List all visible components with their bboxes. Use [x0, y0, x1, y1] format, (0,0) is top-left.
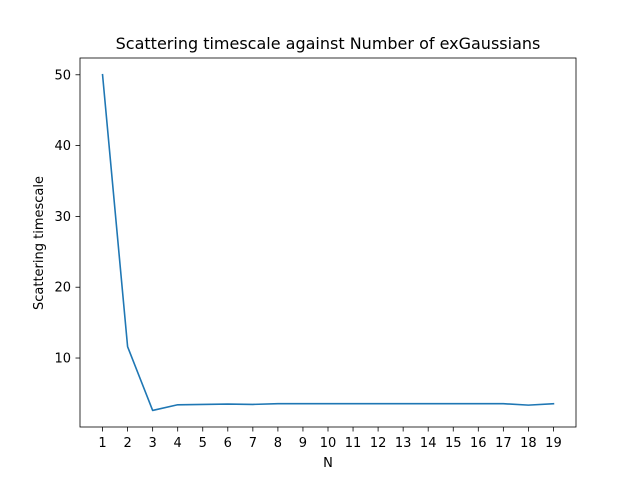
chart-title: Scattering timescale against Number of e…: [116, 34, 541, 53]
y-axis-ticks: 10 20 30 40 50: [54, 68, 80, 367]
x-tick-label: 7: [249, 436, 257, 451]
x-tick-label: 15: [445, 436, 462, 451]
x-tick-label: 13: [395, 436, 412, 451]
x-tick-label: 12: [370, 436, 387, 451]
x-tick-label: 1: [98, 436, 106, 451]
y-tick-label: 50: [54, 68, 71, 83]
x-tick-label: 8: [274, 436, 282, 451]
x-tick-label: 11: [345, 436, 362, 451]
y-tick-label: 10: [54, 352, 71, 367]
x-tick-label: 19: [545, 436, 562, 451]
x-tick-label: 2: [123, 436, 131, 451]
y-tick-label: 20: [54, 281, 71, 296]
y-tick-label: 40: [54, 139, 71, 154]
x-tick-label: 14: [420, 436, 437, 451]
x-tick-label: 16: [470, 436, 487, 451]
series-layer: [101, 73, 555, 412]
y-tick-label: 30: [54, 210, 71, 225]
x-tick-label: 3: [149, 436, 157, 451]
y-axis-label: Scattering timescale: [32, 176, 47, 310]
x-tick-label: 17: [495, 436, 512, 451]
x-tick-label: 6: [224, 436, 232, 451]
x-tick-label: 9: [299, 436, 307, 451]
x-tick-label: 18: [520, 436, 537, 451]
series-line: [101, 73, 555, 412]
x-axis-label: N: [323, 456, 333, 471]
x-tick-label: 10: [320, 436, 337, 451]
x-axis-ticks: 1 2 3 4 5 6 7 8 9 10 11 12 13 14 15 16 17 18 19: [98, 427, 562, 451]
x-tick-label: 5: [199, 436, 207, 451]
x-tick-label: 4: [174, 436, 182, 451]
